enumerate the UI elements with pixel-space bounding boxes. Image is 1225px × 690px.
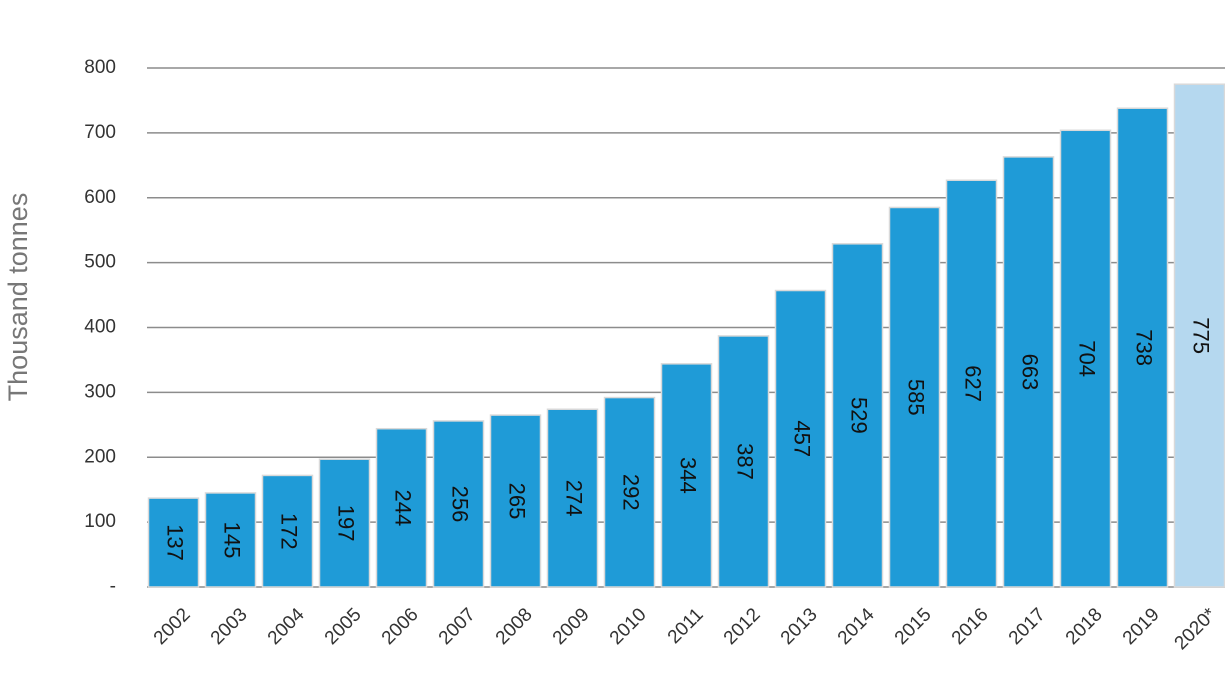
value-label: 529 <box>847 397 872 434</box>
x-tick-label: 2015 <box>891 604 936 649</box>
y-tick-label: 100 <box>84 511 116 532</box>
x-tick-label: 2009 <box>549 604 594 649</box>
x-tick-label: 2018 <box>1062 604 1107 649</box>
value-label: 197 <box>334 505 359 542</box>
x-tick-label: 2014 <box>834 604 879 649</box>
bar <box>489 414 542 588</box>
x-tick-label: 2013 <box>777 604 822 649</box>
value-label: 457 <box>790 420 815 457</box>
value-label: 292 <box>619 474 644 511</box>
bar <box>147 497 200 588</box>
value-label: 704 <box>1075 340 1100 377</box>
value-label: 274 <box>562 480 587 517</box>
bar <box>318 458 371 588</box>
bar <box>660 363 713 588</box>
x-tick-label: 2005 <box>321 604 366 649</box>
bar <box>1173 83 1225 588</box>
x-tick-label: 2019 <box>1119 604 1164 649</box>
x-tick-label: 2020* <box>1171 604 1221 654</box>
x-tick-label: 2002 <box>150 604 195 649</box>
bar <box>1059 129 1112 588</box>
x-tick-label: 2016 <box>948 604 993 649</box>
bar <box>831 243 884 588</box>
x-tick-label: 2017 <box>1005 604 1050 649</box>
y-tick-label: 700 <box>84 122 116 143</box>
value-label: 738 <box>1132 329 1157 366</box>
y-tick-label: 300 <box>84 381 116 402</box>
value-label: 265 <box>505 483 530 520</box>
y-tick-label: 500 <box>84 252 116 273</box>
x-tick-label: 2006 <box>378 604 423 649</box>
bar <box>204 492 257 588</box>
x-tick-label: 2008 <box>492 604 537 649</box>
value-label: 775 <box>1189 317 1214 354</box>
value-label: 663 <box>1018 354 1043 391</box>
y-tick-label: 200 <box>84 446 116 467</box>
x-tick-label: 2003 <box>207 604 252 649</box>
bar <box>432 420 485 588</box>
value-label: 387 <box>733 443 758 480</box>
bar <box>774 289 827 588</box>
x-tick-label: 2007 <box>435 604 480 649</box>
bar <box>546 408 599 588</box>
value-label: 145 <box>220 522 245 559</box>
bar <box>1116 107 1169 588</box>
y-tick-label: 600 <box>84 187 116 208</box>
x-tick-label: 2011 <box>664 604 708 648</box>
value-label: 137 <box>163 524 188 561</box>
value-label: 627 <box>961 365 986 402</box>
bar <box>375 427 428 588</box>
value-label: 585 <box>904 379 929 416</box>
value-label: 172 <box>277 513 302 550</box>
bar <box>1002 156 1055 588</box>
x-tick-label: 2010 <box>606 604 651 649</box>
bar <box>261 474 314 588</box>
bar <box>888 206 941 588</box>
y-axis-label: Thousand tonnes <box>3 193 33 402</box>
y-tick-label: - <box>110 576 116 597</box>
value-label: 244 <box>391 489 416 526</box>
y-tick-label: 400 <box>84 317 116 338</box>
bar <box>603 396 656 588</box>
value-label: 256 <box>448 486 473 523</box>
x-tick-label: 2004 <box>264 604 309 649</box>
x-tick-label: 2012 <box>720 604 765 649</box>
bar <box>717 335 770 588</box>
y-tick-label: 800 <box>84 57 116 78</box>
bar <box>945 179 998 588</box>
value-label: 344 <box>676 457 701 494</box>
